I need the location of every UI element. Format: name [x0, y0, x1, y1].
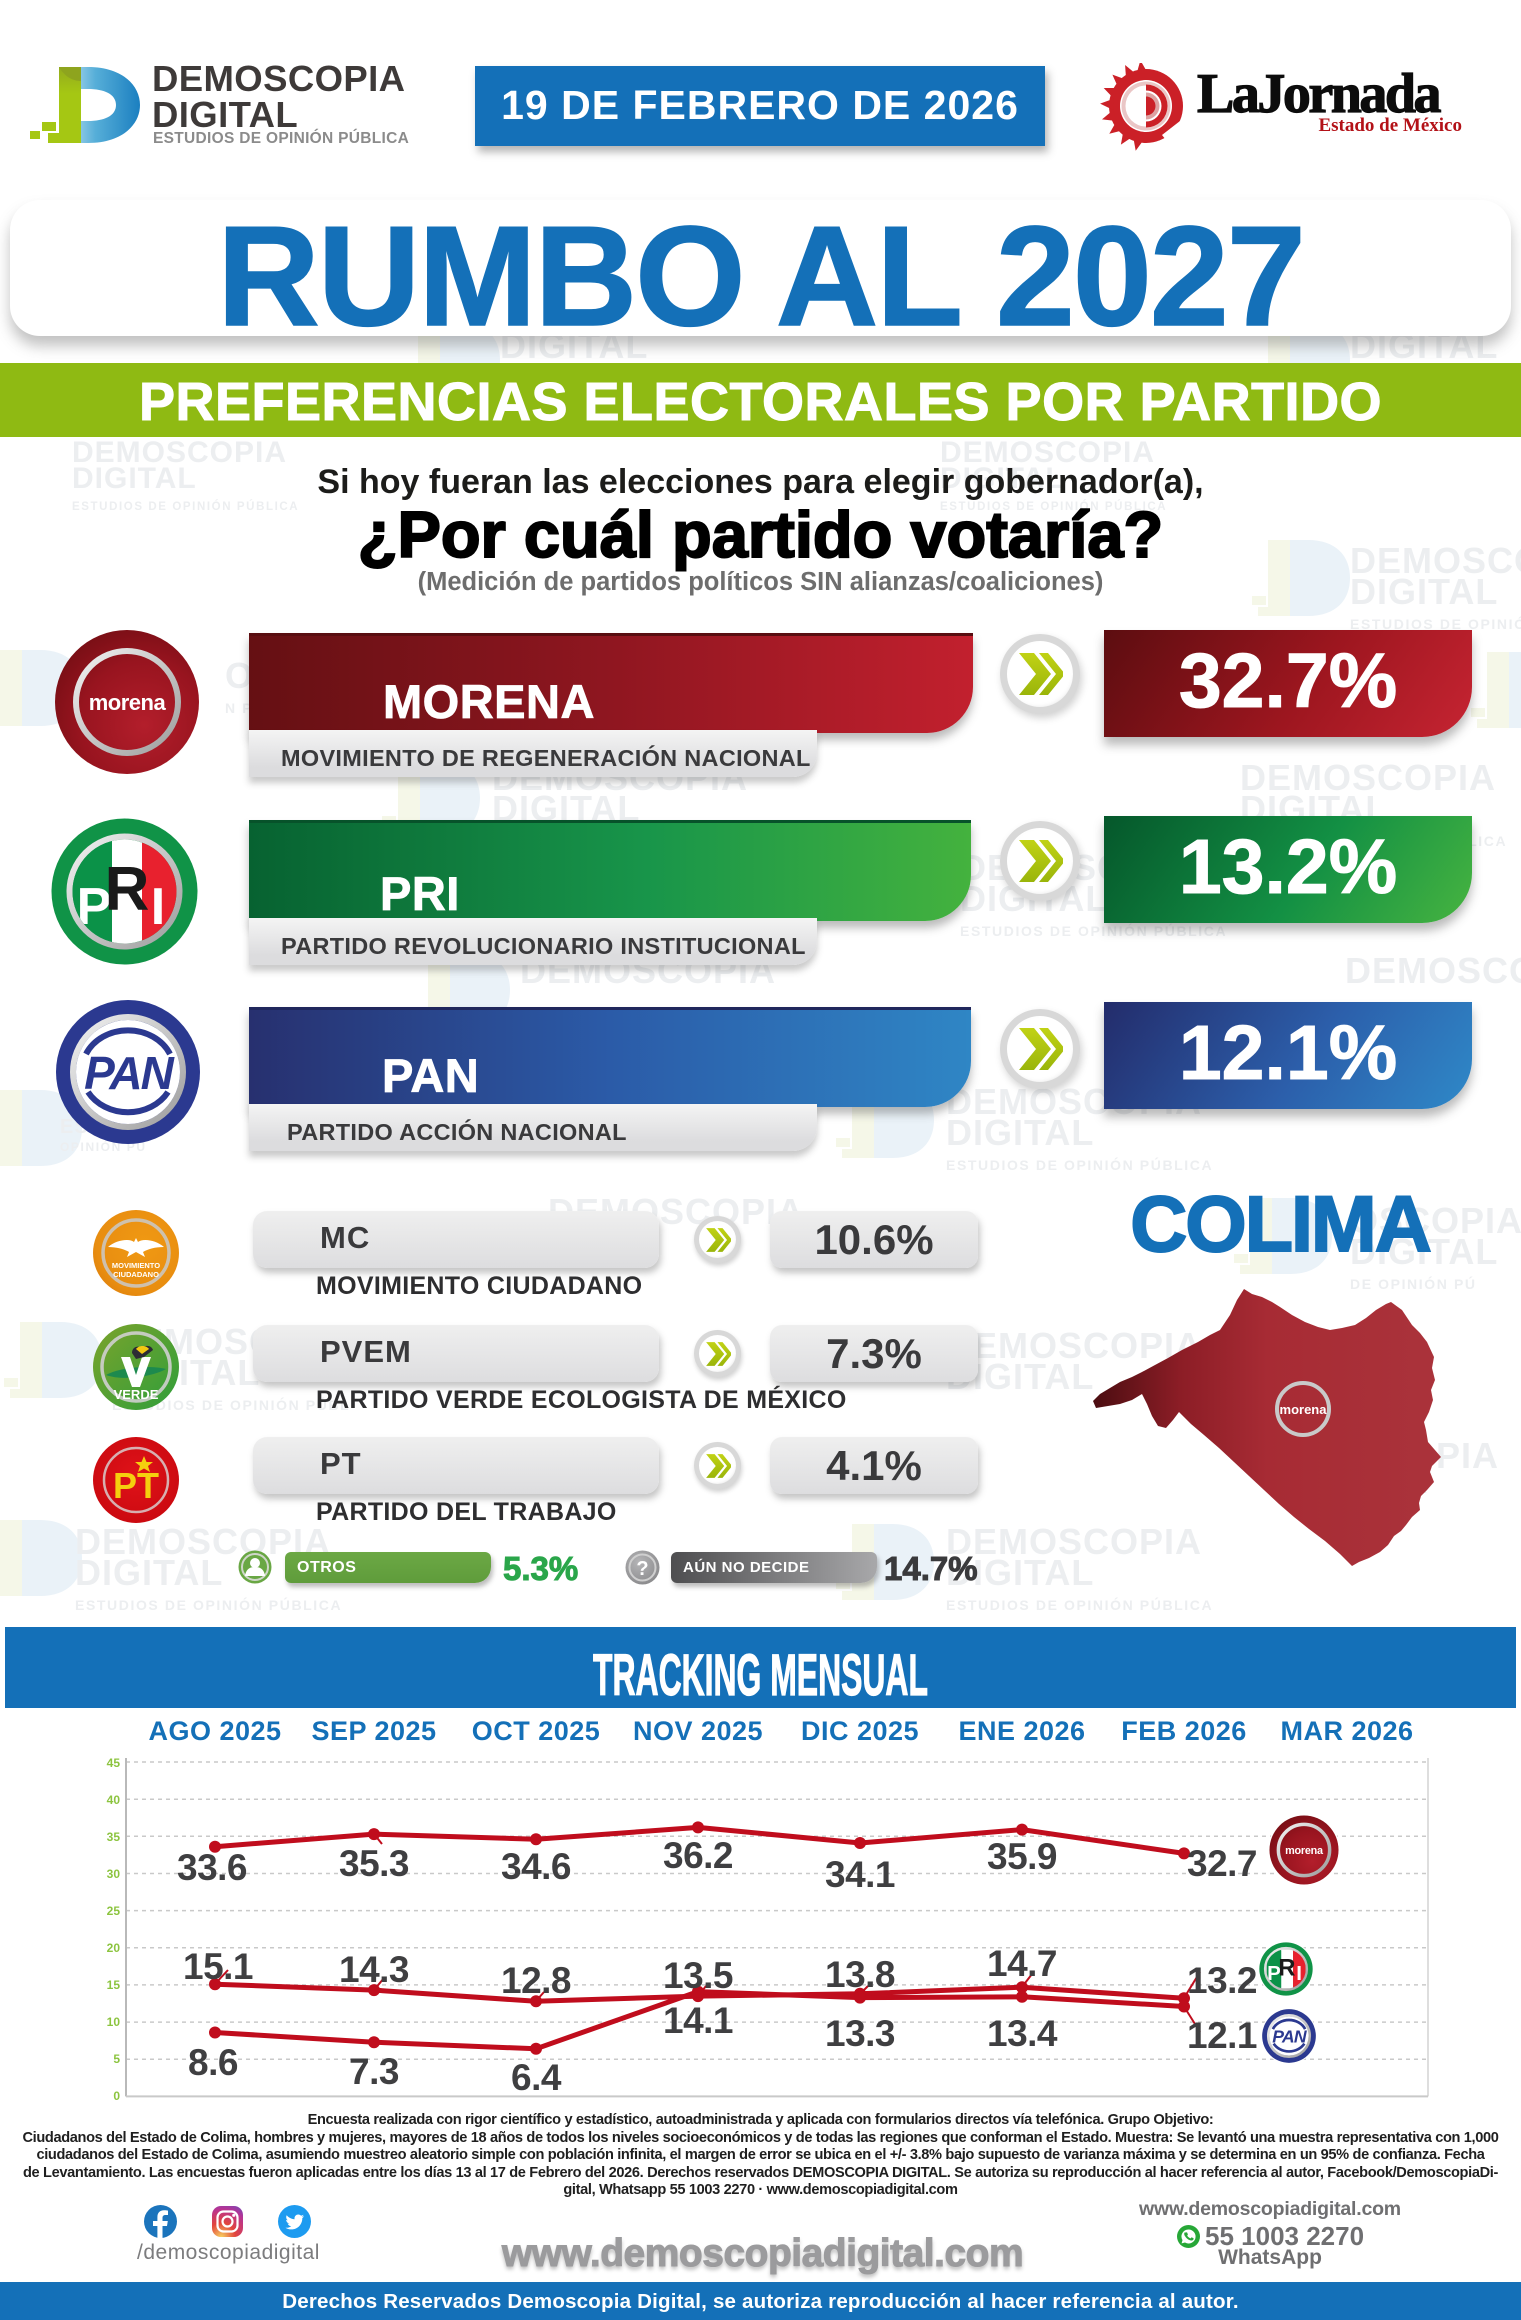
- svg-text:25: 25: [107, 1904, 121, 1918]
- svg-text:PT: PT: [113, 1465, 159, 1506]
- svg-text:morena: morena: [1285, 1845, 1324, 1857]
- svg-text:45: 45: [107, 1756, 121, 1770]
- svg-text:morena: morena: [89, 690, 167, 715]
- svg-text:PAN: PAN: [84, 1047, 174, 1099]
- svg-text:R: R: [105, 855, 150, 924]
- svg-text:?: ?: [636, 1558, 648, 1580]
- svg-text:35: 35: [107, 1830, 121, 1844]
- svg-text:morena: morena: [1280, 1402, 1328, 1417]
- svg-text:PAN: PAN: [1272, 2027, 1308, 2047]
- svg-text:10: 10: [107, 2015, 121, 2029]
- svg-text:MOVIMIENTO: MOVIMIENTO: [112, 1261, 160, 1270]
- svg-text:0: 0: [113, 2089, 120, 2103]
- svg-text:CIUDADANO: CIUDADANO: [113, 1270, 159, 1279]
- svg-text:R: R: [1278, 1955, 1295, 1981]
- svg-text:I: I: [151, 878, 165, 936]
- svg-text:30: 30: [107, 1867, 121, 1881]
- svg-text:5: 5: [113, 2052, 120, 2066]
- svg-text:VERDE: VERDE: [114, 1387, 159, 1402]
- svg-text:P: P: [1267, 1962, 1281, 1985]
- svg-text:40: 40: [107, 1793, 121, 1807]
- svg-text:15: 15: [107, 1978, 121, 1992]
- svg-text:20: 20: [107, 1941, 121, 1955]
- svg-text:I: I: [1296, 1962, 1302, 1985]
